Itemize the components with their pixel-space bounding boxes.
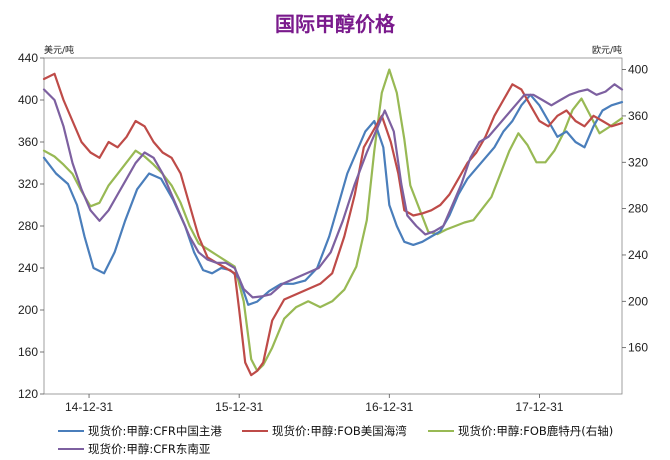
legend-label-fob-rotterdam: 现货价:甲醇:FOB鹿特丹(右轴)	[458, 424, 614, 438]
legend-item-fob-rotterdam[interactable]: 现货价:甲醇:FOB鹿特丹(右轴)	[428, 423, 613, 439]
chart-title: 国际甲醇价格	[275, 12, 395, 36]
left-y-tick-label: 160	[18, 345, 38, 359]
right-y-tick-label: 200	[628, 294, 648, 308]
x-tick-label: 16-12-31	[365, 400, 413, 414]
x-tick-label: 17-12-31	[515, 400, 563, 414]
right-y-tick-label: 280	[628, 202, 648, 216]
right-y-tick-label: 160	[628, 341, 648, 355]
legend-item-fob-us-gulf[interactable]: 现货价:甲醇:FOB美国海湾	[242, 423, 407, 439]
right-y-tick-label: 400	[628, 63, 648, 77]
legend-swatch-cfr-sea	[58, 447, 84, 451]
x-tick-label: 15-12-31	[215, 400, 263, 414]
right-y-tick-label: 360	[628, 109, 648, 123]
right-axis-unit: 欧元/吨	[592, 44, 622, 56]
left-y-tick-label: 240	[18, 261, 38, 275]
left-y-tick-label: 360	[18, 135, 38, 149]
left-y-tick-label: 200	[18, 303, 38, 317]
left-y-tick-label: 400	[18, 93, 38, 107]
legend-item-cfr-sea[interactable]: 现货价:甲醇:CFR东南亚	[58, 441, 210, 457]
legend-item-cfr-china[interactable]: 现货价:甲醇:CFR中国主港	[58, 423, 222, 439]
x-tick-label: 14-12-31	[65, 400, 113, 414]
right-y-axis: 160 200 240 280 320 360 400	[622, 63, 648, 355]
left-y-axis: 120 160 200 240 280 320 360 400 440	[18, 51, 44, 401]
series-line-2	[42, 68, 624, 372]
right-y-tick-label: 240	[628, 248, 648, 262]
legend-label-cfr-sea: 现货价:甲醇:CFR东南亚	[88, 442, 211, 456]
series-layer	[42, 68, 624, 377]
left-y-tick-label: 280	[18, 219, 38, 233]
legend-label-cfr-china: 现货价:甲醇:CFR中国主港	[88, 424, 222, 438]
legend-label-fob-us-gulf: 现货价:甲醇:FOB美国海湾	[272, 424, 407, 438]
right-y-tick-label: 320	[628, 155, 648, 169]
x-axis: 14-12-31 15-12-31 16-12-31 17-12-31	[65, 394, 564, 414]
left-y-tick-label: 320	[18, 177, 38, 191]
legend-swatch-fob-us-gulf	[242, 429, 268, 433]
legend-swatch-cfr-china	[58, 429, 84, 433]
left-axis-unit: 美元/吨	[44, 44, 74, 56]
left-y-tick-label: 440	[18, 51, 38, 65]
legend-swatch-fob-rotterdam	[428, 429, 454, 433]
left-y-tick-label: 120	[18, 387, 38, 401]
series-line-3	[42, 83, 624, 299]
